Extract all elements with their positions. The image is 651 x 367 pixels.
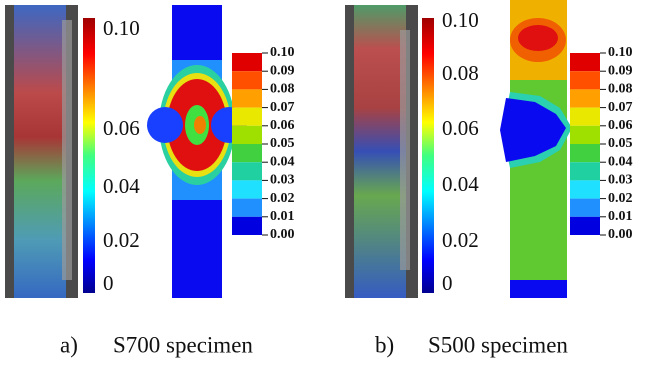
legend-label: 0.01 [270, 209, 295, 224]
legend-swatch [232, 71, 262, 90]
legend-label: 0.03 [608, 173, 633, 188]
legend-swatch [570, 125, 600, 144]
legend-swatch [232, 89, 262, 108]
legend-label: 0.02 [270, 191, 295, 206]
legend-swatch [570, 216, 600, 235]
legend-swatch [570, 198, 600, 217]
legend-label: 0.08 [608, 82, 633, 97]
legend-label: 0.03 [270, 173, 295, 188]
legend-label: 0.10 [270, 45, 295, 60]
colorbar-tick-label: 0.08 [442, 61, 479, 85]
legend-swatch [570, 162, 600, 181]
legend-label: 0.08 [270, 82, 295, 97]
legend-label: 0.04 [270, 154, 295, 169]
legend-label: 0.07 [270, 100, 295, 115]
colorbar [422, 18, 434, 293]
colorbar-tick-label: 0.06 [442, 116, 479, 140]
colorbar-tick-label: 0.04 [442, 172, 479, 196]
legend-swatch [570, 89, 600, 108]
legend-label: 0.04 [608, 154, 633, 169]
colorbar [83, 18, 95, 293]
colorbar-tick-label: 0 [442, 271, 453, 295]
legend-label: 0.00 [270, 227, 295, 242]
legend-label: 0.06 [608, 118, 633, 133]
legend-swatch [232, 125, 262, 144]
legend-swatch [570, 180, 600, 199]
dic-photo [5, 5, 78, 298]
colorbar-tick-label: 0 [103, 271, 114, 295]
caption: S500 specimen [428, 332, 568, 357]
legend-label: 0.01 [608, 209, 633, 224]
legend-label: 0.05 [270, 136, 295, 151]
caption-label: a) [60, 332, 78, 357]
dic-photo [345, 5, 418, 298]
legend-swatch [570, 107, 600, 126]
legend-label: 0.09 [608, 63, 633, 78]
caption-label: b) [375, 332, 394, 357]
colorbar-tick-label: 0.04 [103, 174, 140, 198]
legend-label: 0.06 [270, 118, 295, 133]
legend-label: 0.09 [270, 63, 295, 78]
colorbar-tick-label: 0.02 [103, 228, 140, 252]
legend-swatch [570, 144, 600, 163]
colorbar-tick-label: 0.02 [442, 228, 479, 252]
legend-swatch [232, 180, 262, 199]
legend-swatch [232, 162, 262, 181]
legend-swatch [232, 144, 262, 163]
legend-swatch [232, 216, 262, 235]
colorbar-tick-label: 0.10 [442, 8, 479, 32]
legend-label: 0.05 [608, 136, 633, 151]
legend-swatch [232, 198, 262, 217]
legend-label: 0.02 [608, 191, 633, 206]
legend-swatch [232, 53, 262, 72]
legend-label: 0.00 [608, 227, 633, 242]
legend-label: 0.07 [608, 100, 633, 115]
caption: S700 specimen [113, 332, 253, 357]
colorbar-tick-label: 0.10 [103, 16, 140, 40]
colorbar-tick-label: 0.06 [103, 116, 140, 140]
fe-contour [147, 5, 247, 298]
legend-swatch [232, 107, 262, 126]
legend-swatch [570, 71, 600, 90]
legend-swatch [570, 53, 600, 72]
legend-label: 0.10 [608, 45, 633, 60]
fe-contour [500, 0, 572, 298]
